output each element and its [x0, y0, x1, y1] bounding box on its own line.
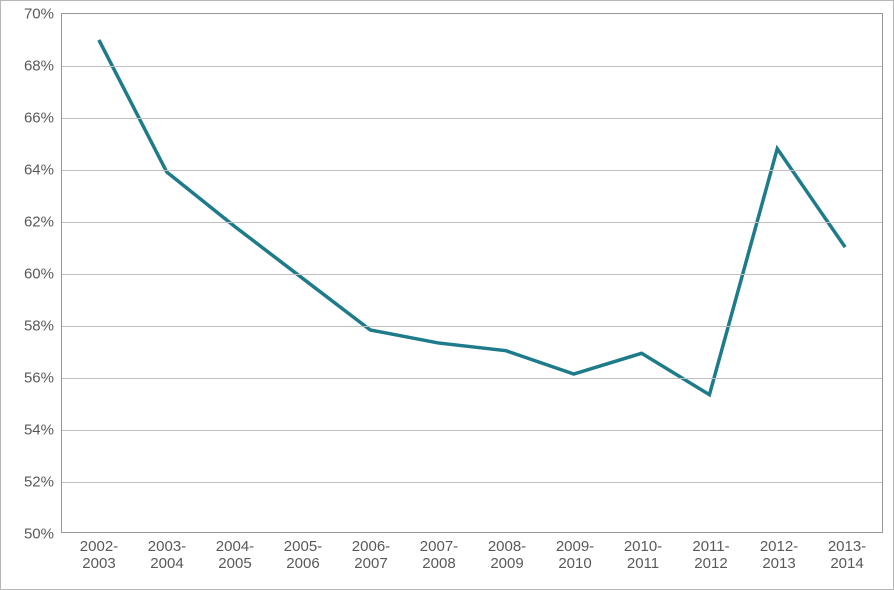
y-axis-tick-label: 70%: [24, 6, 54, 23]
x-axis-tick-label: 2013- 2014: [828, 538, 866, 573]
line-series-layer: [62, 14, 882, 532]
y-axis-tick-label: 56%: [24, 370, 54, 387]
gridline: [62, 222, 882, 223]
gridline: [62, 274, 882, 275]
x-axis-tick-label: 2009- 2010: [556, 538, 594, 573]
y-axis-tick-label: 68%: [24, 58, 54, 75]
x-axis-tick-label: 2002- 2003: [80, 538, 118, 573]
y-axis-tick-label: 58%: [24, 318, 54, 335]
gridline: [62, 430, 882, 431]
line-series: [99, 40, 845, 395]
y-axis-tick-label: 52%: [24, 474, 54, 491]
x-axis-tick-label: 2004- 2005: [216, 538, 254, 573]
gridline: [62, 170, 882, 171]
x-axis-tick-label: 2012- 2013: [760, 538, 798, 573]
gridline: [62, 378, 882, 379]
y-axis-tick-label: 54%: [24, 422, 54, 439]
y-axis-tick-label: 66%: [24, 110, 54, 127]
plot-area: 50%52%54%56%58%60%62%64%66%68%70%2002- 2…: [61, 13, 883, 533]
gridline: [62, 118, 882, 119]
y-axis-tick-label: 62%: [24, 214, 54, 231]
gridline: [62, 326, 882, 327]
x-axis-tick-label: 2006- 2007: [352, 538, 390, 573]
x-axis-tick-label: 2003- 2004: [148, 538, 186, 573]
gridline: [62, 66, 882, 67]
x-axis-tick-label: 2007- 2008: [420, 538, 458, 573]
x-axis-tick-label: 2005- 2006: [284, 538, 322, 573]
y-axis-tick-label: 60%: [24, 266, 54, 283]
x-axis-tick-label: 2008- 2009: [488, 538, 526, 573]
y-axis-tick-label: 64%: [24, 162, 54, 179]
gridline: [62, 482, 882, 483]
x-axis-tick-label: 2010- 2011: [624, 538, 662, 573]
line-chart: 50% 52% 54% 56% 58% 60% 62% 64% 66% 68% 70% 2002- 2…: [0, 0, 894, 590]
y-axis-tick-label: 50%: [24, 526, 54, 543]
x-axis-tick-label: 2011- 2012: [692, 538, 729, 573]
